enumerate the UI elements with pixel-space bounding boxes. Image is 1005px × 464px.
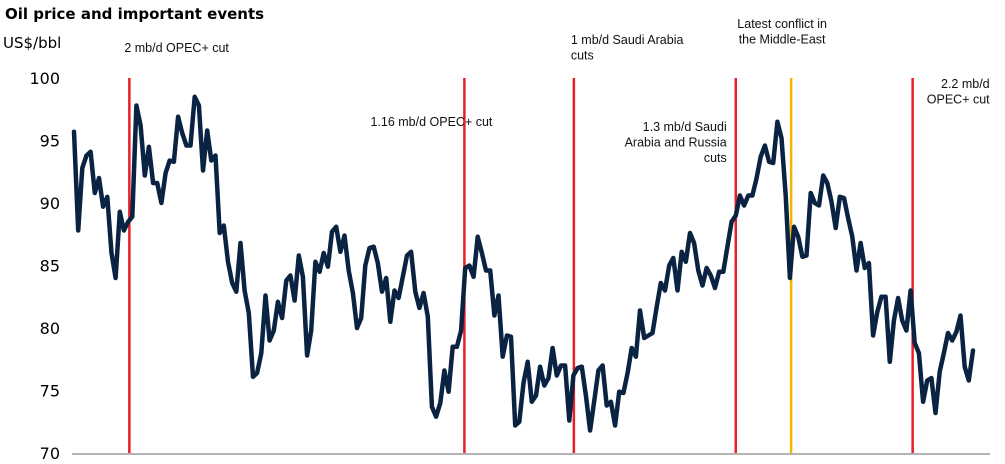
event-label: cuts bbox=[704, 151, 727, 165]
event-label: OPEC+ cut bbox=[927, 93, 990, 107]
price-line bbox=[71, 94, 976, 433]
event-label: the Middle-East bbox=[739, 33, 826, 47]
y-tick-label: 75 bbox=[40, 382, 60, 401]
y-tick-label: 80 bbox=[40, 319, 60, 338]
y-tick-label: 90 bbox=[40, 194, 60, 213]
event-label: 1 mb/d Saudi Arabia bbox=[571, 33, 684, 47]
chart-title: Oil price and important events bbox=[5, 5, 265, 23]
event-label: 1.16 mb/d OPEC+ cut bbox=[370, 115, 492, 129]
event-label: 2.2 mb/d bbox=[941, 77, 990, 91]
event-label: 2 mb/d OPEC+ cut bbox=[124, 41, 229, 55]
y-tick-label: 85 bbox=[40, 257, 60, 276]
y-axis-label: US$/bbl bbox=[3, 34, 62, 52]
y-tick-label: 100 bbox=[29, 69, 60, 88]
event-label: Arabia and Russia bbox=[625, 136, 727, 150]
y-tick-label: 95 bbox=[40, 132, 60, 151]
y-tick-label: 70 bbox=[40, 444, 60, 463]
event-label: cuts bbox=[571, 49, 594, 63]
event-label: 1.3 mb/d Saudi bbox=[643, 120, 727, 134]
event-label: Latest conflict in bbox=[737, 17, 827, 31]
